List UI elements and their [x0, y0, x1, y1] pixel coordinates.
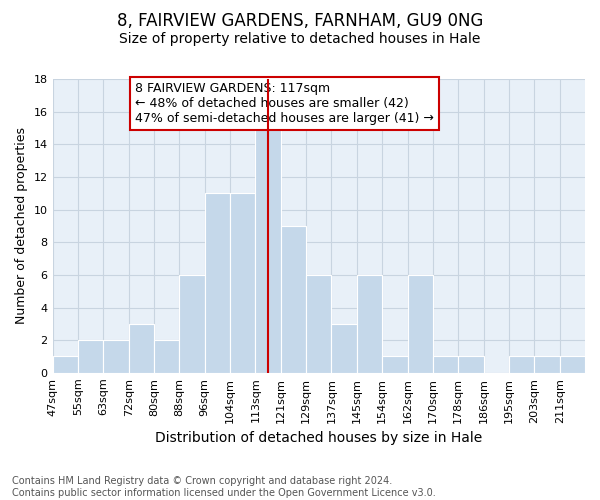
Text: Contains HM Land Registry data © Crown copyright and database right 2024.
Contai: Contains HM Land Registry data © Crown c… — [12, 476, 436, 498]
Bar — [357, 275, 382, 373]
Text: 8, FAIRVIEW GARDENS, FARNHAM, GU9 0NG: 8, FAIRVIEW GARDENS, FARNHAM, GU9 0NG — [117, 12, 483, 30]
Y-axis label: Number of detached properties: Number of detached properties — [15, 128, 28, 324]
Bar — [534, 356, 560, 373]
Text: 8 FAIRVIEW GARDENS: 117sqm
← 48% of detached houses are smaller (42)
47% of semi: 8 FAIRVIEW GARDENS: 117sqm ← 48% of deta… — [135, 82, 434, 125]
Text: Size of property relative to detached houses in Hale: Size of property relative to detached ho… — [119, 32, 481, 46]
Bar — [331, 324, 357, 373]
Bar — [205, 194, 230, 373]
Bar — [128, 324, 154, 373]
Bar — [256, 128, 281, 373]
Bar — [560, 356, 585, 373]
Bar — [509, 356, 534, 373]
Bar — [179, 275, 205, 373]
X-axis label: Distribution of detached houses by size in Hale: Distribution of detached houses by size … — [155, 431, 482, 445]
Bar — [78, 340, 103, 373]
Bar — [382, 356, 407, 373]
Bar — [306, 275, 331, 373]
Bar — [53, 356, 78, 373]
Bar — [433, 356, 458, 373]
Bar — [458, 356, 484, 373]
Bar — [230, 194, 256, 373]
Bar — [407, 275, 433, 373]
Bar — [154, 340, 179, 373]
Bar — [103, 340, 128, 373]
Bar — [281, 226, 306, 373]
